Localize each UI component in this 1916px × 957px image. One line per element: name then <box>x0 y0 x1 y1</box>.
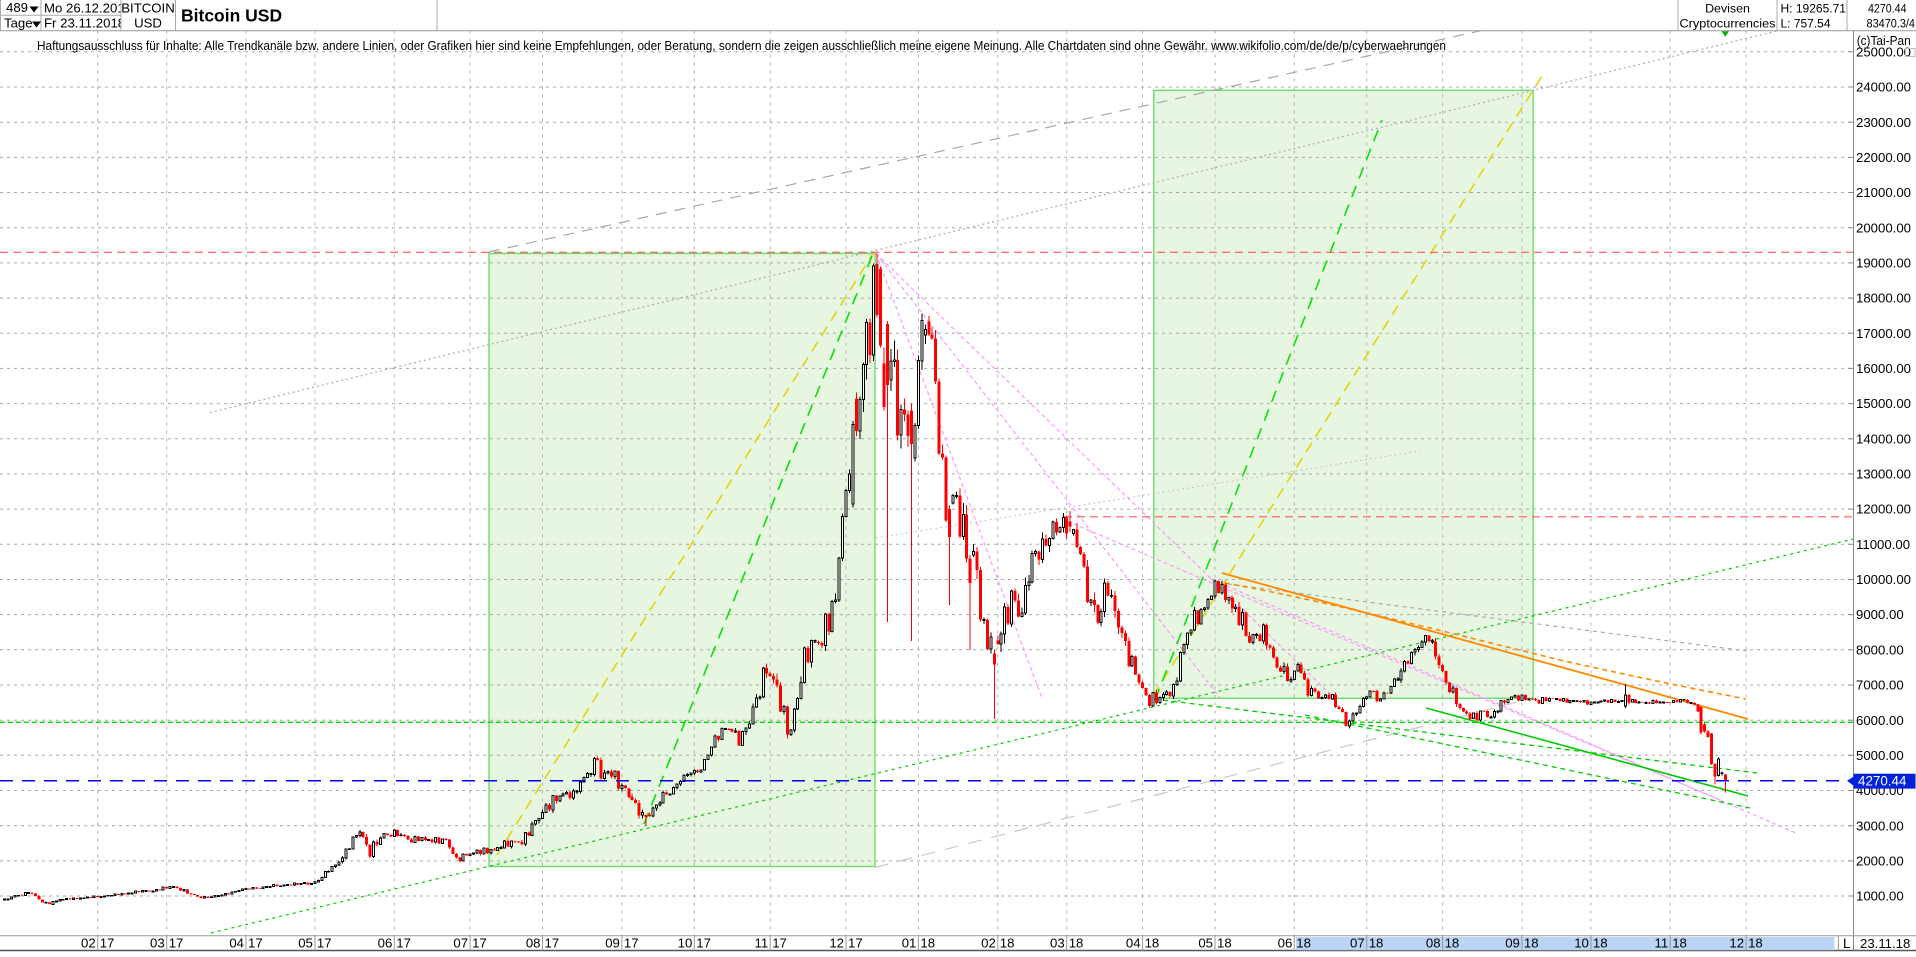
svg-text:18: 18 <box>920 936 935 951</box>
svg-text:(c)Tai-Pan: (c)Tai-Pan <box>1857 33 1911 48</box>
svg-text:17: 17 <box>100 936 115 951</box>
svg-text:18: 18 <box>1445 936 1460 951</box>
svg-text:18: 18 <box>1672 936 1687 951</box>
svg-text:18: 18 <box>1524 936 1539 951</box>
svg-text:Mo 26.12.2016: Mo 26.12.2016 <box>44 0 132 15</box>
svg-text:17: 17 <box>545 936 560 951</box>
svg-text:20000.00: 20000.00 <box>1856 220 1911 235</box>
svg-text:83470.3/4: 83470.3/4 <box>1867 16 1916 30</box>
svg-text:10000.00: 10000.00 <box>1856 572 1911 587</box>
svg-text:17: 17 <box>772 936 787 951</box>
svg-text:12000.00: 12000.00 <box>1856 502 1911 517</box>
svg-text:4270.44: 4270.44 <box>1868 1 1907 15</box>
svg-text:17: 17 <box>624 936 639 951</box>
svg-text:21000.00: 21000.00 <box>1856 185 1911 200</box>
svg-text:BITCOIN: BITCOIN <box>121 0 174 15</box>
svg-text:16000.00: 16000.00 <box>1856 361 1911 376</box>
svg-text:18: 18 <box>1369 936 1384 951</box>
svg-text:18: 18 <box>1593 936 1608 951</box>
svg-text:11: 11 <box>1654 936 1668 951</box>
svg-text:Fr 23.11.2018: Fr 23.11.2018 <box>44 15 125 30</box>
svg-text:17: 17 <box>696 936 711 951</box>
svg-text:03: 03 <box>1050 936 1065 951</box>
svg-text:23000.00: 23000.00 <box>1856 115 1911 130</box>
svg-text:H: 19265.71: H: 19265.71 <box>1781 1 1847 15</box>
svg-text:08: 08 <box>1426 936 1441 951</box>
svg-text:17000.00: 17000.00 <box>1856 326 1911 341</box>
svg-text:2000.00: 2000.00 <box>1856 854 1904 869</box>
svg-text:18: 18 <box>1296 936 1311 951</box>
svg-text:USD: USD <box>134 15 162 30</box>
svg-text:18000.00: 18000.00 <box>1856 291 1911 306</box>
svg-text:14000.00: 14000.00 <box>1856 431 1911 446</box>
svg-text:06: 06 <box>378 936 393 951</box>
svg-text:09: 09 <box>605 936 620 951</box>
svg-text:12: 12 <box>829 936 844 951</box>
svg-text:22000.00: 22000.00 <box>1856 150 1911 165</box>
svg-text:11: 11 <box>754 936 768 951</box>
svg-text:11000.00: 11000.00 <box>1856 537 1910 552</box>
svg-text:10: 10 <box>678 936 693 951</box>
svg-text:4270.44: 4270.44 <box>1858 774 1907 789</box>
svg-text:6000.00: 6000.00 <box>1856 713 1904 728</box>
svg-text:Devisen: Devisen <box>1705 1 1750 15</box>
svg-text:Bitcoin USD: Bitcoin USD <box>181 6 282 26</box>
svg-text:L: 757.54: L: 757.54 <box>1781 16 1831 30</box>
svg-text:10: 10 <box>1574 936 1589 951</box>
svg-text:25000.00: 25000.00 <box>1856 44 1911 59</box>
svg-text:04: 04 <box>229 936 244 951</box>
svg-text:06: 06 <box>1278 936 1293 951</box>
svg-text:05: 05 <box>1198 936 1213 951</box>
svg-text:02: 02 <box>981 936 996 951</box>
svg-text:17: 17 <box>169 936 184 951</box>
svg-text:17: 17 <box>848 936 863 951</box>
svg-text:18: 18 <box>1069 936 1084 951</box>
svg-text:08: 08 <box>526 936 541 951</box>
svg-text:19000.00: 19000.00 <box>1856 256 1911 271</box>
svg-text:17: 17 <box>396 936 411 951</box>
svg-text:18: 18 <box>1145 936 1160 951</box>
svg-text:17: 17 <box>472 936 487 951</box>
svg-text:02: 02 <box>81 936 96 951</box>
svg-text:03: 03 <box>150 936 165 951</box>
svg-text:18: 18 <box>1000 936 1015 951</box>
svg-text:09: 09 <box>1505 936 1520 951</box>
svg-text:23.11.18: 23.11.18 <box>1860 936 1910 951</box>
svg-text:1000.00: 1000.00 <box>1856 889 1904 904</box>
svg-text:05: 05 <box>298 936 313 951</box>
svg-text:12: 12 <box>1729 936 1744 951</box>
svg-text:17: 17 <box>248 936 263 951</box>
svg-text:L: L <box>1843 936 1851 951</box>
svg-text:Haftungsausschluss für Inhalte: Haftungsausschluss für Inhalte: Alle Tre… <box>37 38 1446 53</box>
svg-text:Tage: Tage <box>4 15 33 30</box>
svg-text:13000.00: 13000.00 <box>1856 467 1911 482</box>
svg-text:24000.00: 24000.00 <box>1856 80 1911 95</box>
svg-text:04: 04 <box>1126 936 1141 951</box>
svg-text:9000.00: 9000.00 <box>1856 607 1904 622</box>
svg-text:17: 17 <box>317 936 332 951</box>
svg-text:7000.00: 7000.00 <box>1856 678 1904 693</box>
svg-text:15000.00: 15000.00 <box>1856 396 1911 411</box>
svg-text:18: 18 <box>1748 936 1763 951</box>
svg-text:5000.00: 5000.00 <box>1856 748 1904 763</box>
svg-text:3000.00: 3000.00 <box>1856 818 1904 833</box>
svg-text:07: 07 <box>453 936 468 951</box>
svg-text:489: 489 <box>6 0 28 15</box>
svg-text:8000.00: 8000.00 <box>1856 642 1904 657</box>
svg-text:18: 18 <box>1217 936 1232 951</box>
svg-text:Cryptocurrencies: Cryptocurrencies <box>1680 16 1776 30</box>
svg-text:01: 01 <box>902 936 917 951</box>
svg-text:07: 07 <box>1350 936 1365 951</box>
